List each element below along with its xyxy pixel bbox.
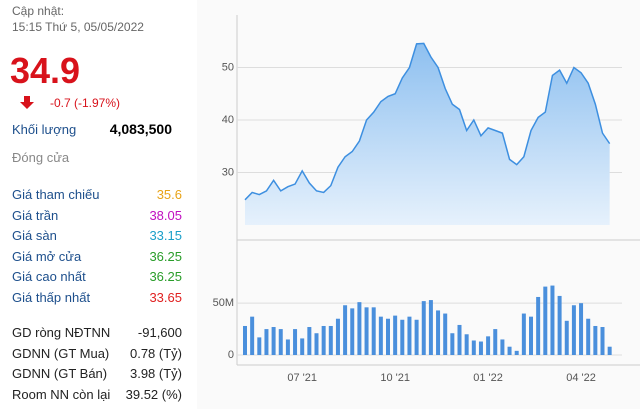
- volume-bar: [579, 303, 584, 355]
- volume-value: 4,083,500: [109, 121, 172, 137]
- volume-bar: [307, 327, 312, 355]
- volume-bar: [514, 350, 519, 355]
- stat-label: Giá sàn: [12, 228, 57, 243]
- volume-bar: [335, 318, 340, 355]
- price: 34.9: [10, 50, 81, 91]
- volume-bar: [564, 320, 569, 355]
- stat-label: Giá trần: [12, 207, 59, 223]
- stat-value: 36.25: [149, 248, 182, 264]
- volume-bar: [478, 341, 483, 355]
- volume-bar: [400, 319, 405, 355]
- x-tick-label: 04 '22: [566, 372, 596, 384]
- down-arrow: [20, 96, 34, 109]
- volume-bar: [250, 316, 255, 355]
- stat-label: Giá mở cửa: [12, 248, 82, 264]
- volume-bar: [314, 333, 319, 355]
- foreign-value: 39.52 (%): [125, 387, 182, 403]
- volume-bar: [443, 313, 448, 355]
- y-tick-label: 0: [228, 349, 234, 361]
- x-tick-label: 01 '22: [473, 372, 503, 384]
- volume-bar: [543, 286, 548, 355]
- y-tick-label: 40: [222, 114, 234, 126]
- y-tick-label: 50: [222, 61, 234, 73]
- y-tick-label: 50M: [213, 297, 234, 309]
- volume-label: Khối lượng: [12, 122, 77, 137]
- volume-bar: [414, 319, 419, 355]
- volume-bar: [350, 308, 355, 355]
- stat-label: Giá thấp nhất: [12, 289, 91, 305]
- foreign-label: GDNN (GT Mua): [12, 345, 110, 361]
- volume-bar: [457, 324, 462, 355]
- volume-bar: [471, 340, 476, 355]
- volume-bar: [271, 327, 276, 355]
- x-tick-label: 10 '21: [380, 372, 410, 384]
- volume-bar: [507, 346, 512, 355]
- stat-label: Giá tham chiếu: [12, 187, 100, 202]
- volume-bar: [521, 313, 526, 355]
- foreign-label: Room NN còn lại: [12, 387, 111, 403]
- volume-bar: [257, 337, 262, 355]
- volume-bar: [393, 315, 398, 355]
- updated-time: 15:15 Thứ 5, 05/05/2022: [12, 20, 144, 34]
- volume-bar: [486, 336, 491, 355]
- volume-bar: [450, 333, 455, 355]
- volume-bar: [243, 325, 247, 355]
- volume-bar: [536, 296, 541, 355]
- volume-bar: [293, 329, 298, 355]
- volume-bar: [264, 329, 269, 355]
- stat-value: 36.25: [149, 269, 182, 284]
- volume-bar: [357, 302, 362, 355]
- stat-value: 33.65: [149, 289, 182, 305]
- foreign-label: GD ròng NĐTNN: [12, 325, 111, 340]
- volume-bar: [493, 329, 498, 355]
- volume-bar: [500, 339, 505, 355]
- foreign-value: 3.98 (Tỷ): [129, 366, 182, 382]
- updated-label: Cập nhật:: [12, 4, 65, 18]
- y-tick-label: 30: [222, 166, 234, 178]
- price-change: -0.7 (-1.97%): [50, 96, 121, 110]
- stat-value: 38.05: [149, 207, 182, 223]
- volume-bar: [364, 307, 369, 355]
- volume-bar: [285, 339, 290, 355]
- volume-bar: [378, 316, 383, 355]
- volume-bar: [557, 295, 562, 355]
- price-line: [244, 42, 611, 201]
- foreign-label: GDNN (GT Bán): [12, 366, 108, 382]
- volume-bar: [586, 318, 591, 355]
- volume-bar: [428, 300, 433, 355]
- stat-value: 33.15: [149, 228, 182, 243]
- volume-bar: [407, 316, 412, 355]
- volume-bar: [571, 305, 576, 355]
- volume-bar: [386, 318, 390, 355]
- foreign-value: 0.78 (Tỷ): [129, 345, 182, 361]
- volume-bar: [593, 325, 598, 355]
- volume-bar: [600, 327, 605, 355]
- volume-bar: [300, 338, 305, 355]
- volume-bar: [343, 305, 348, 355]
- volume-bar: [371, 307, 376, 355]
- stat-label: Giá cao nhất: [12, 269, 86, 284]
- stat-value: 35.6: [156, 187, 182, 202]
- x-tick-label: 07 '21: [287, 372, 317, 384]
- area: [245, 43, 610, 225]
- volume-bar: [278, 329, 283, 355]
- volume-bar: [321, 325, 326, 355]
- volume-bar: [529, 316, 533, 355]
- foreign-value: -91,600: [137, 325, 182, 340]
- status: Đóng cửa: [12, 150, 70, 165]
- volume-bar: [436, 310, 441, 355]
- volume-bar: [464, 334, 469, 355]
- volume-bar: [328, 325, 333, 355]
- volume-bar: [607, 346, 612, 355]
- volume-bar: [550, 285, 555, 355]
- volume-bar: [421, 301, 426, 355]
